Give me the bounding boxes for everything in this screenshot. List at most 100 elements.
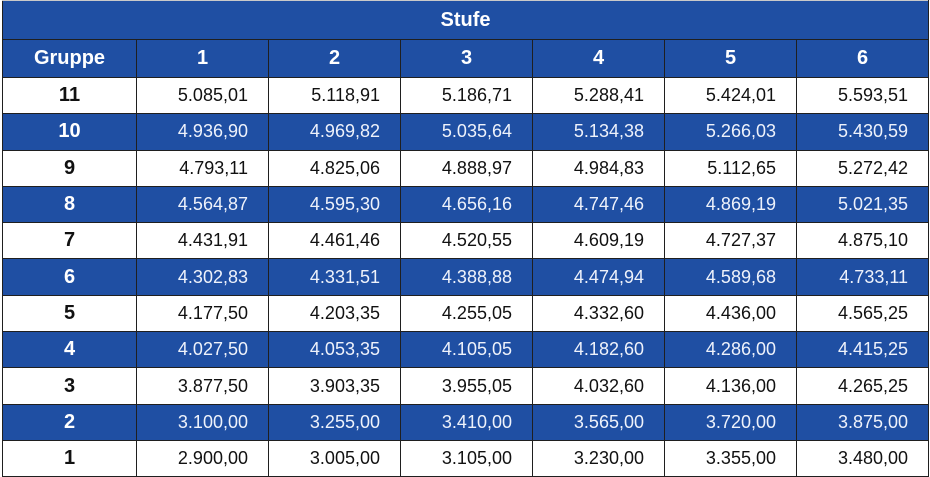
salary-value-cell: 4.105,05 xyxy=(400,331,533,369)
salary-value-cell: 4.415,25 xyxy=(795,331,930,369)
salary-value-cell: 5.134,38 xyxy=(532,113,665,151)
group-cell: 2 xyxy=(2,403,137,441)
level-header-2: 2 xyxy=(268,39,401,78)
salary-value-cell: 5.112,65 xyxy=(664,149,797,187)
table-row: 8 4.564,87 4.595,30 4.656,16 4.747,46 4.869,1… xyxy=(2,185,930,224)
salary-value-cell: 4.265,25 xyxy=(795,367,930,405)
salary-value-cell: 3.875,00 xyxy=(795,403,930,441)
salary-value-cell: 4.984,83 xyxy=(532,149,665,187)
table-row: 1 2.900,00 3.005,00 3.105,00 3.230,00 3.355,0… xyxy=(2,439,930,477)
group-cell: 8 xyxy=(2,185,137,224)
column-header-row: Gruppe 1 2 3 4 5 6 xyxy=(2,39,930,78)
salary-value-cell: 3.410,00 xyxy=(400,403,533,441)
salary-value-cell: 4.461,46 xyxy=(268,222,401,260)
level-header-6: 6 xyxy=(795,39,930,78)
salary-value-cell: 4.727,37 xyxy=(664,222,797,260)
salary-value-cell: 3.480,00 xyxy=(795,439,930,477)
table-row: 2 3.100,00 3.255,00 3.410,00 3.565,00 3.720,0… xyxy=(2,403,930,441)
salary-value-cell: 5.186,71 xyxy=(400,76,533,115)
salary-value-cell: 4.969,82 xyxy=(268,113,401,151)
table-body: 11 5.085,01 5.118,91 5.186,71 5.288,41 5.424,… xyxy=(2,76,930,477)
group-cell: 4 xyxy=(2,331,137,369)
level-header-4: 4 xyxy=(532,39,665,78)
group-cell: 9 xyxy=(2,149,137,187)
table-row: 11 5.085,01 5.118,91 5.186,71 5.288,41 5.424,… xyxy=(2,76,930,115)
stufe-title: Stufe xyxy=(1,0,930,40)
level-header-5: 5 xyxy=(664,39,797,78)
salary-value-cell: 4.747,46 xyxy=(532,185,665,224)
salary-value-cell: 5.430,59 xyxy=(795,113,930,151)
table-row: 6 4.302,83 4.331,51 4.388,88 4.474,94 4.589,6… xyxy=(2,258,930,296)
table-row: 10 4.936,90 4.969,82 5.035,64 5.134,38 5.266,… xyxy=(2,113,930,151)
salary-value-cell: 4.656,16 xyxy=(400,185,533,224)
salary-value-cell: 4.564,87 xyxy=(136,185,269,224)
salary-value-cell: 4.589,68 xyxy=(664,258,797,296)
salary-value-cell: 4.053,35 xyxy=(268,331,401,369)
salary-value-cell: 4.609,19 xyxy=(532,222,665,260)
salary-value-cell: 4.032,60 xyxy=(532,367,665,405)
salary-value-cell: 4.431,91 xyxy=(136,222,269,260)
group-cell: 1 xyxy=(2,439,137,477)
salary-value-cell: 4.177,50 xyxy=(136,294,269,333)
salary-value-cell: 3.355,00 xyxy=(664,439,797,477)
salary-value-cell: 3.955,05 xyxy=(400,367,533,405)
salary-value-cell: 4.793,11 xyxy=(136,149,269,187)
salary-value-cell: 3.565,00 xyxy=(532,403,665,441)
salary-value-cell: 5.021,35 xyxy=(795,185,930,224)
salary-value-cell: 4.136,00 xyxy=(664,367,797,405)
group-cell: 5 xyxy=(2,294,137,333)
salary-value-cell: 4.388,88 xyxy=(400,258,533,296)
salary-value-cell: 2.900,00 xyxy=(136,439,269,477)
salary-value-cell: 5.035,64 xyxy=(400,113,533,151)
salary-value-cell: 3.005,00 xyxy=(268,439,401,477)
salary-value-cell: 5.118,91 xyxy=(268,76,401,115)
salary-value-cell: 4.825,06 xyxy=(268,149,401,187)
salary-value-cell: 4.888,97 xyxy=(400,149,533,187)
salary-value-cell: 3.877,50 xyxy=(136,367,269,405)
table-row: 7 4.431,91 4.461,46 4.520,55 4.609,19 4.727,3… xyxy=(2,222,930,260)
salary-value-cell: 4.936,90 xyxy=(136,113,269,151)
salary-value-cell: 3.100,00 xyxy=(136,403,269,441)
salary-value-cell: 5.288,41 xyxy=(532,76,665,115)
group-cell: 7 xyxy=(2,222,137,260)
salary-value-cell: 4.331,51 xyxy=(268,258,401,296)
salary-value-cell: 5.424,01 xyxy=(664,76,797,115)
salary-value-cell: 4.182,60 xyxy=(532,331,665,369)
level-header-1: 1 xyxy=(136,39,269,78)
salary-value-cell: 4.436,00 xyxy=(664,294,797,333)
table-row: 3 3.877,50 3.903,35 3.955,05 4.032,60 4.136,0… xyxy=(2,367,930,405)
group-cell: 3 xyxy=(2,367,137,405)
group-cell: 6 xyxy=(2,258,137,296)
salary-value-cell: 5.272,42 xyxy=(795,149,930,187)
salary-value-cell: 3.105,00 xyxy=(400,439,533,477)
salary-value-cell: 4.733,11 xyxy=(795,258,930,296)
salary-value-cell: 5.593,51 xyxy=(795,76,930,115)
salary-value-cell: 4.255,05 xyxy=(400,294,533,333)
salary-value-cell: 4.520,55 xyxy=(400,222,533,260)
table-row: 4 4.027,50 4.053,35 4.105,05 4.182,60 4.286,0… xyxy=(2,331,930,369)
group-column-header: Gruppe xyxy=(2,39,137,78)
salary-value-cell: 4.565,25 xyxy=(795,294,930,333)
salary-value-cell: 4.869,19 xyxy=(664,185,797,224)
salary-value-cell: 4.203,35 xyxy=(268,294,401,333)
salary-value-cell: 4.332,60 xyxy=(532,294,665,333)
group-cell: 11 xyxy=(2,76,137,115)
salary-value-cell: 4.595,30 xyxy=(268,185,401,224)
salary-value-cell: 3.720,00 xyxy=(664,403,797,441)
salary-value-cell: 4.875,10 xyxy=(795,222,930,260)
table-row: 9 4.793,11 4.825,06 4.888,97 4.984,83 5.112,6… xyxy=(2,149,930,187)
stufe-header-row: Stufe xyxy=(1,0,930,40)
salary-value-cell: 5.266,03 xyxy=(664,113,797,151)
salary-value-cell: 4.027,50 xyxy=(136,331,269,369)
group-cell: 10 xyxy=(2,113,137,151)
table-row: 5 4.177,50 4.203,35 4.255,05 4.332,60 4.436,0… xyxy=(2,294,930,333)
salary-value-cell: 4.286,00 xyxy=(664,331,797,369)
salary-value-cell: 5.085,01 xyxy=(136,76,269,115)
level-header-3: 3 xyxy=(400,39,533,78)
salary-value-cell: 3.230,00 xyxy=(532,439,665,477)
salary-value-cell: 3.255,00 xyxy=(268,403,401,441)
salary-value-cell: 3.903,35 xyxy=(268,367,401,405)
salary-value-cell: 4.302,83 xyxy=(136,258,269,296)
